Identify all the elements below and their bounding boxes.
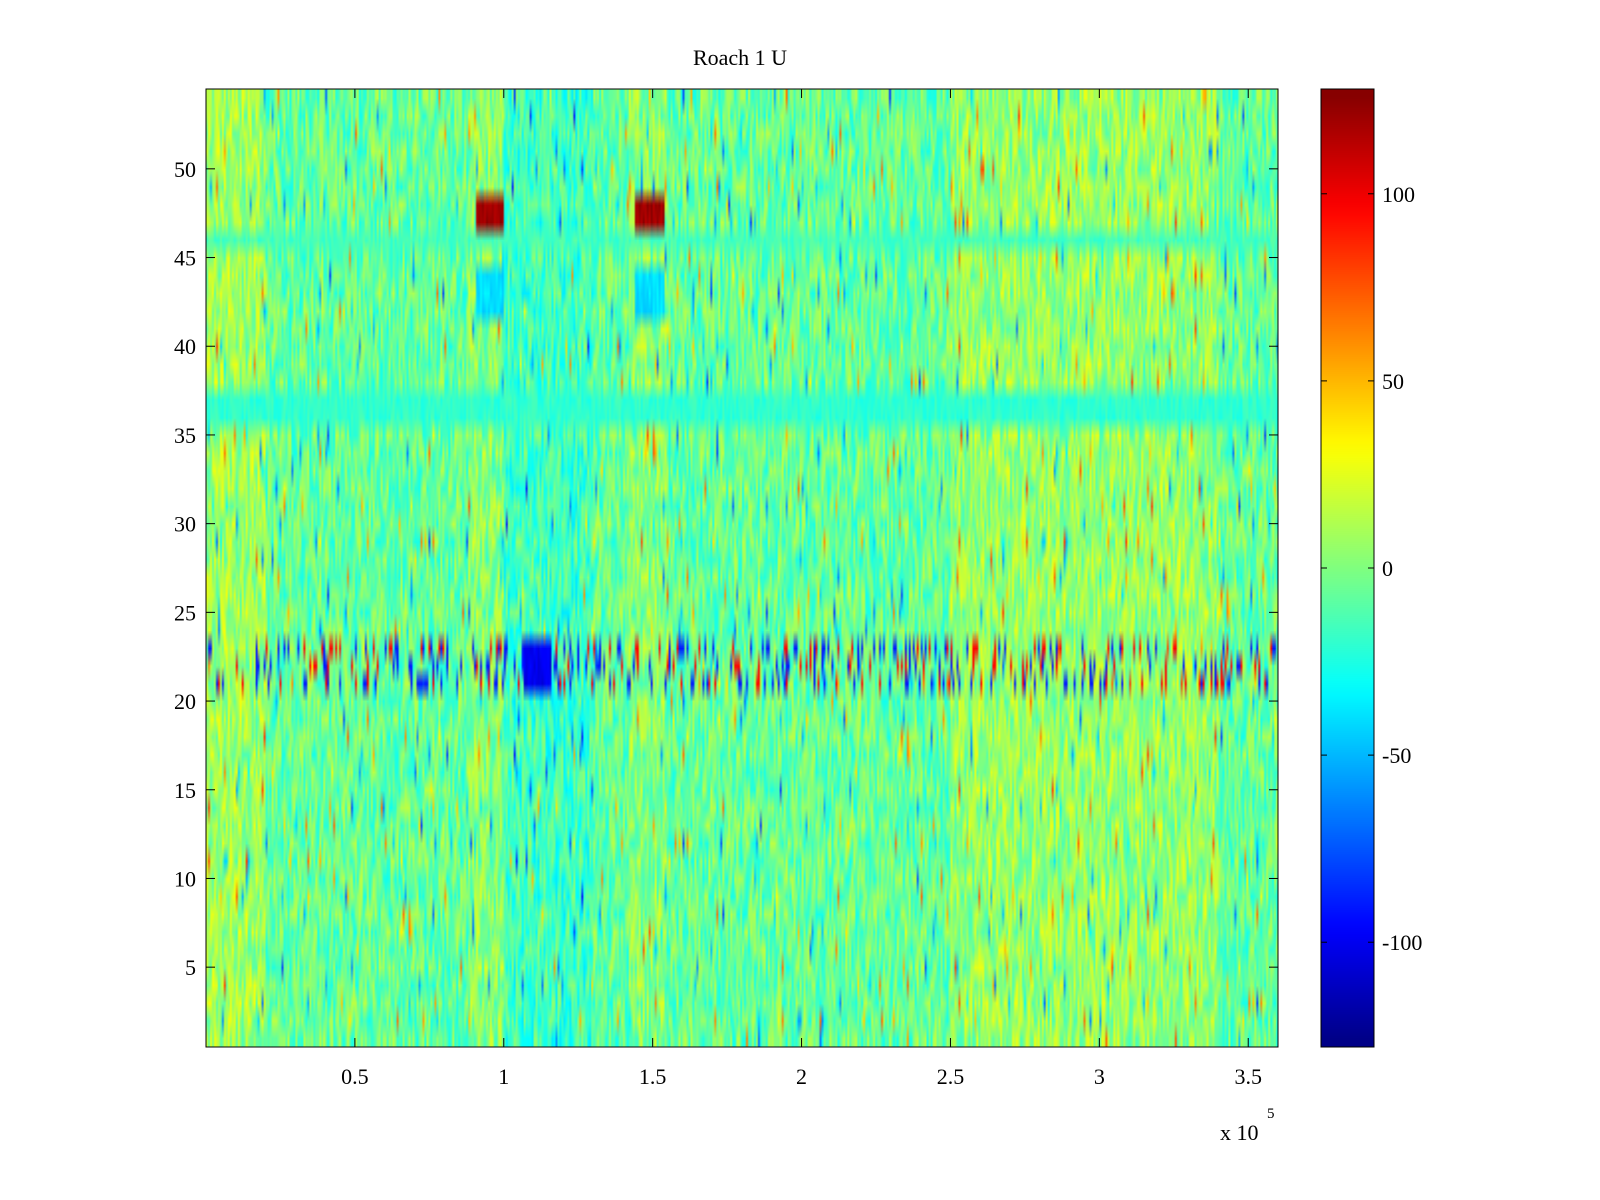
y-tick-label: 30 bbox=[174, 512, 196, 537]
colorbar-tick-label: -50 bbox=[1382, 743, 1411, 768]
x-tick-label: 1.5 bbox=[639, 1064, 667, 1089]
x-multiplier-label: x 10 bbox=[1220, 1120, 1259, 1145]
y-tick-label: 25 bbox=[174, 600, 196, 625]
heatmap-area: 0.5 1 1.5 2 2.5 3 3.5 5 10 15 20 25 30 35 40 45 50 bbox=[174, 88, 1279, 1089]
y-tick-label: 40 bbox=[174, 334, 196, 359]
x-tick-label: 3.5 bbox=[1234, 1064, 1262, 1089]
y-tick-label: 5 bbox=[185, 955, 196, 980]
colorbar-gradient bbox=[1321, 89, 1374, 1047]
y-tick-label: 15 bbox=[174, 778, 196, 803]
plot-frame bbox=[205, 88, 1279, 1048]
y-tick-label: 10 bbox=[174, 866, 196, 891]
x-tick-label: 0.5 bbox=[341, 1064, 369, 1089]
heatmap-image bbox=[206, 89, 1278, 1047]
colorbar-axis: -100 -50 0 50 100 bbox=[1321, 182, 1422, 955]
x-tick-label: 2.5 bbox=[937, 1064, 965, 1089]
colorbar-tick-label: 0 bbox=[1382, 556, 1393, 581]
y-tick-label: 35 bbox=[174, 423, 196, 448]
y-axis: 5 10 15 20 25 30 35 40 45 50 bbox=[174, 157, 1278, 980]
colorbar: -100 -50 0 50 100 bbox=[1320, 88, 1422, 1048]
x-tick-label: 1 bbox=[498, 1064, 509, 1089]
y-tick-label: 45 bbox=[174, 246, 196, 271]
colorbar-tick-label: -100 bbox=[1382, 930, 1422, 955]
x-axis: 0.5 1 1.5 2 2.5 3 3.5 bbox=[341, 89, 1262, 1089]
x-tick-label: 2 bbox=[796, 1064, 807, 1089]
chart-title: Roach 1 U bbox=[693, 45, 787, 70]
y-tick-label: 50 bbox=[174, 157, 196, 182]
x-tick-label: 3 bbox=[1094, 1064, 1105, 1089]
x-multiplier-exponent: 5 bbox=[1267, 1106, 1275, 1122]
y-tick-label: 20 bbox=[174, 689, 196, 714]
colorbar-tick-label: 50 bbox=[1382, 369, 1404, 394]
colorbar-tick-label: 100 bbox=[1382, 182, 1415, 207]
